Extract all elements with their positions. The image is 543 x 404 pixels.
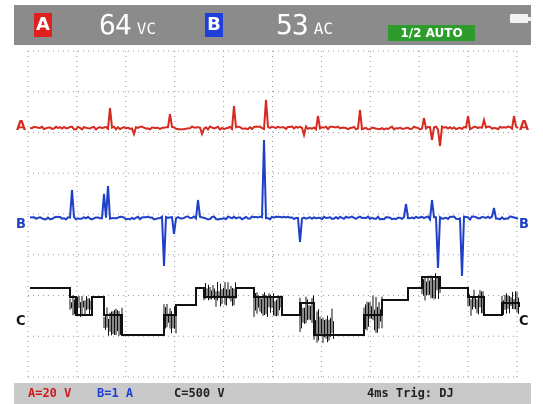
trace-b bbox=[29, 139, 519, 277]
trace-c-ripple bbox=[69, 273, 519, 343]
waveform-graticule bbox=[27, 50, 520, 378]
channel-b-unit: AC bbox=[313, 19, 333, 38]
channel-c-scale[interactable]: C=500 V bbox=[174, 386, 225, 400]
trace-a bbox=[29, 99, 519, 147]
channel-b-reading: 53 AC bbox=[276, 9, 333, 45]
auto-mode-badge[interactable]: 1/2 AUTO bbox=[388, 25, 475, 41]
channel-b-badge[interactable]: B bbox=[205, 13, 223, 37]
waveform-screen[interactable]: A B C A B C bbox=[14, 45, 531, 385]
trace-c-marker: C bbox=[16, 314, 26, 329]
trace-c-end-marker: C bbox=[519, 314, 529, 329]
trace-b-end-marker: B bbox=[519, 217, 529, 232]
channel-a-value: 64 bbox=[99, 8, 132, 41]
channel-a-badge[interactable]: A bbox=[34, 13, 52, 37]
channel-b-value: 53 bbox=[276, 8, 309, 41]
battery-icon bbox=[510, 14, 531, 23]
channel-b-scale[interactable]: B=1 A bbox=[97, 386, 134, 400]
readout-bar: A 64 VC B 53 AC 1/2 AUTO bbox=[14, 5, 531, 45]
trace-a-end-marker: A bbox=[519, 119, 530, 134]
trace-a-marker: A bbox=[16, 119, 27, 134]
status-bar: A=20 V B=1 A C=500 V 4ms Trig: DJ bbox=[14, 383, 531, 404]
channel-a-unit: VC bbox=[136, 19, 156, 38]
channel-a-reading: 64 VC bbox=[99, 9, 156, 45]
channel-a-scale[interactable]: A=20 V bbox=[28, 386, 72, 400]
timebase-trigger[interactable]: 4ms Trig: DJ bbox=[367, 386, 454, 400]
trace-b-marker: B bbox=[16, 217, 26, 232]
